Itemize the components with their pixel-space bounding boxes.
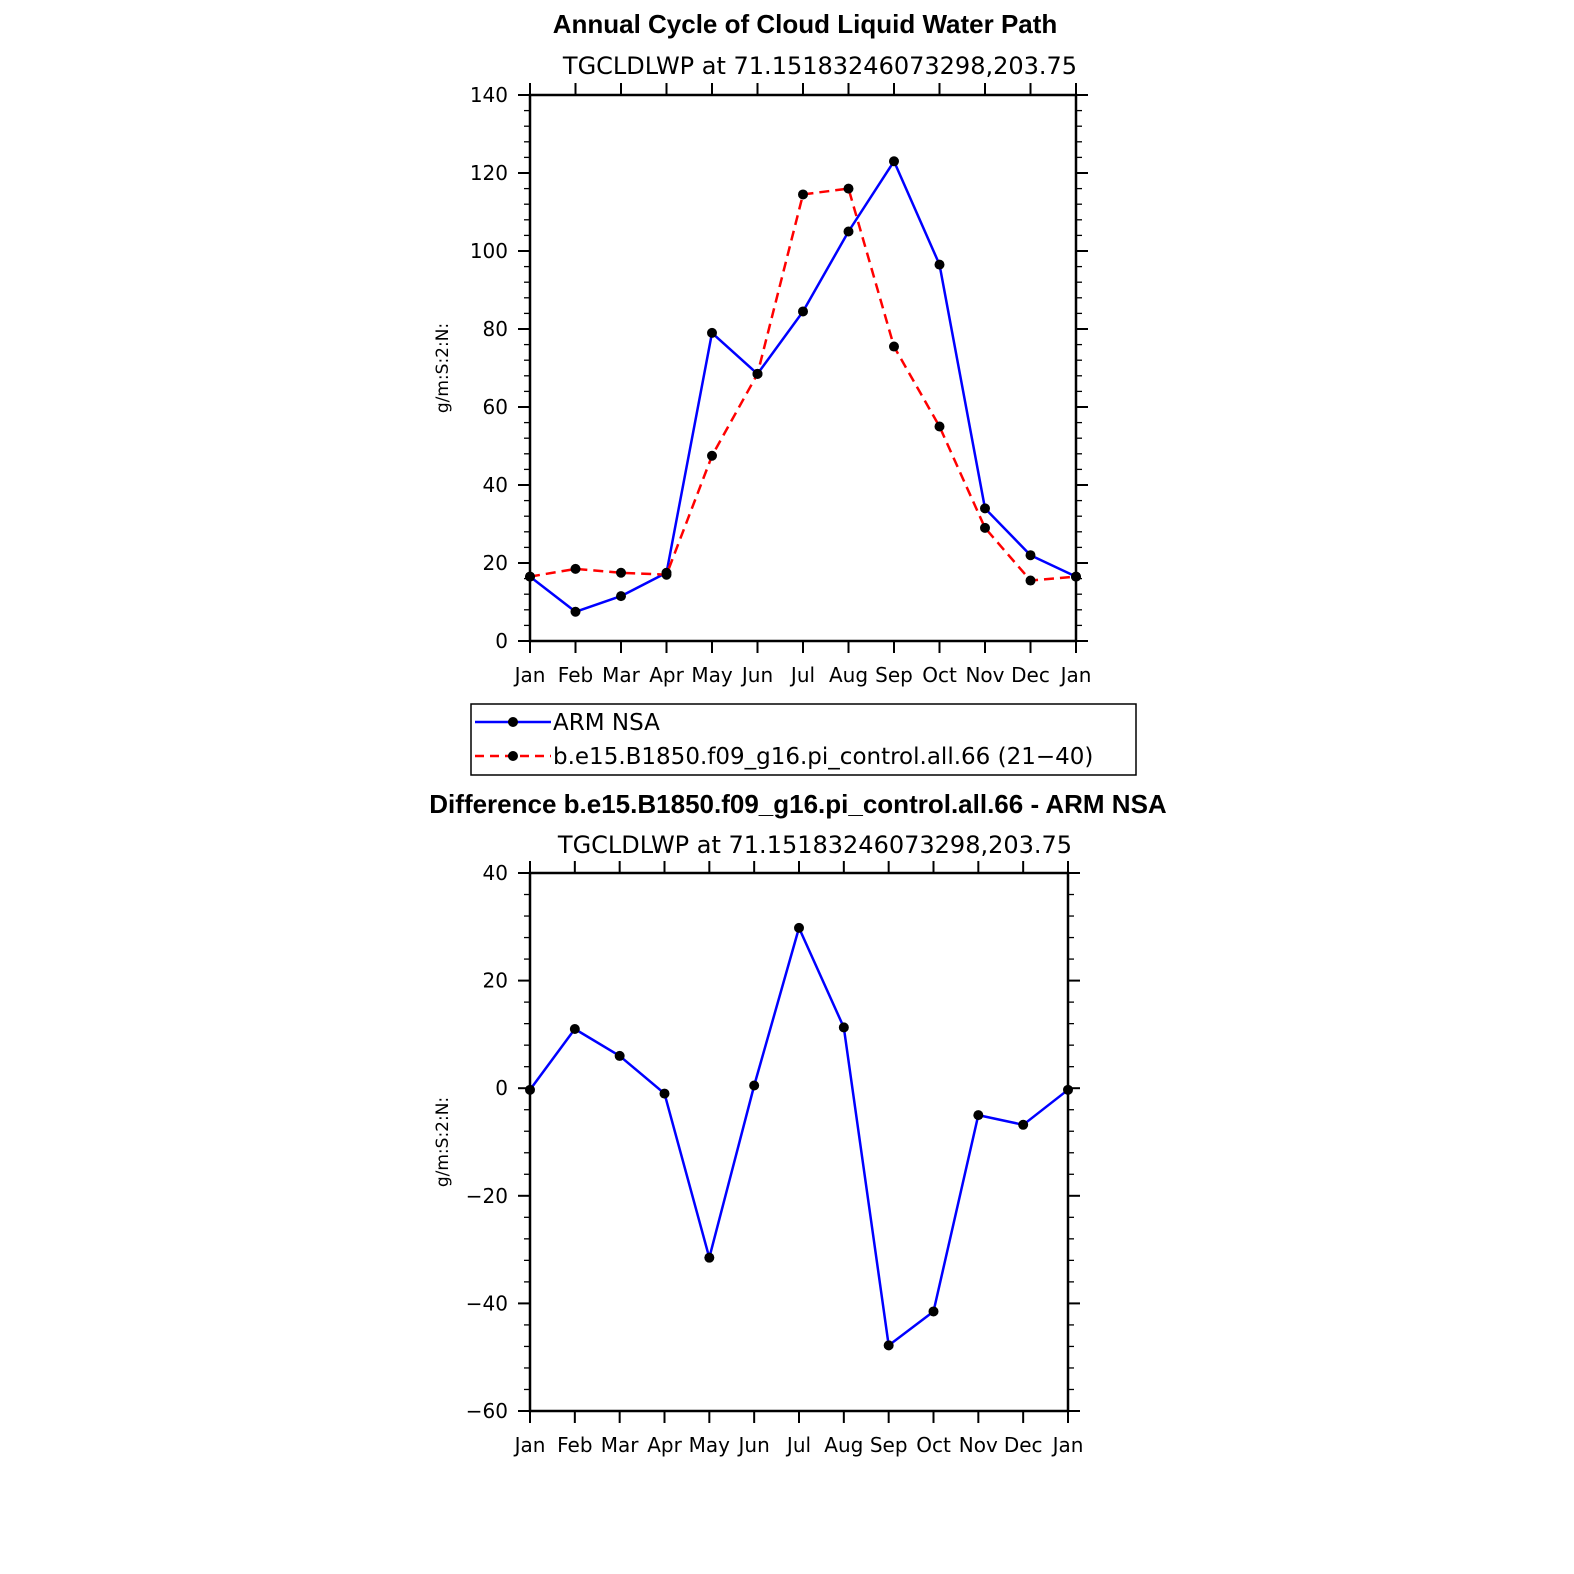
series-1-point [843,183,854,194]
x-tick-label: Apr [647,1433,682,1457]
x-tick-label: Jan [1059,663,1092,687]
series-0-point [934,259,945,270]
legend-marker-model [508,751,518,761]
x-tick-label: Oct [916,1433,951,1457]
x-tick-label: Dec [1011,663,1050,687]
y-axis-label: g/m:S:2:N: [433,1097,453,1187]
legend-label-arm-nsa: ARM NSA [553,710,660,736]
x-tick-label: Jun [737,1433,770,1457]
panel-title: Difference b.e15.B1850.f09_g16.pi_contro… [429,789,1167,819]
series-0-point [1063,1084,1073,1095]
series-0-point [980,503,990,514]
y-tick-label: 0 [495,1076,508,1100]
series-0-point [889,156,899,167]
x-tick-label: Aug [829,663,868,687]
series-0-point [616,591,626,602]
series-1-point [798,189,808,200]
x-tick-label: Nov [965,663,1004,687]
y-axis-label: g/m:S:2:N: [433,323,453,413]
y-tick-label: −40 [466,1291,508,1315]
y-tick-label: 60 [483,395,508,419]
x-tick-label: Jan [1051,1433,1084,1457]
panel-title: Annual Cycle of Cloud Liquid Water Path [553,9,1058,39]
x-tick-label: Apr [649,663,684,687]
series-0-point [1018,1119,1029,1130]
x-tick-label: Feb [557,1433,592,1457]
series-1-point [752,368,763,379]
series-1-point [616,567,626,578]
series-line-1 [529,187,1077,582]
annual-cycle-panel: Annual Cycle of Cloud Liquid Water Path … [433,9,1091,687]
series-1-point [707,450,717,461]
x-tick-label: Jul [785,1433,811,1457]
x-tick-label: Jun [740,663,773,687]
series-0-point [525,1084,535,1095]
y-tick-label: 20 [483,551,508,575]
x-tick-label: Sep [875,663,913,687]
legend: ARM NSA b.e15.B1850.f09_g16.pi_control.a… [470,703,1137,776]
series-1-point [1025,575,1036,586]
legend-marker-arm-nsa [508,717,518,727]
series-0-point [659,1088,670,1099]
series-0-point [614,1050,625,1061]
series-0-point [973,1110,984,1121]
x-tick-label: Sep [870,1433,908,1457]
x-tick-label: Mar [602,663,641,687]
difference-panel: Difference b.e15.B1850.f09_g16.pi_contro… [429,789,1167,1457]
series-0-point [707,327,717,338]
y-tick-label: 40 [483,473,508,497]
plot-frame [528,871,1070,1413]
x-tick-label: Nov [959,1433,998,1457]
legend-box [470,703,1137,776]
series-1-point [934,421,945,432]
x-tick-label: Jan [513,663,546,687]
series-0-point [1025,550,1036,561]
series-line-0 [529,160,1077,614]
series-0-point [798,306,808,317]
x-tick-label: May [691,663,733,687]
series-0-point [928,1306,939,1317]
x-tick-label: Jan [513,1433,546,1457]
legend-label-model: b.e15.B1850.f09_g16.pi_control.all.66 (2… [553,744,1093,770]
x-tick-label: Dec [1004,1433,1043,1457]
series-0-point [883,1340,894,1351]
x-tick-label: Mar [601,1433,640,1457]
x-tick-label: Feb [558,663,593,687]
y-tick-label: −20 [466,1184,508,1208]
series-0-point [749,1080,760,1091]
y-tick-label: 40 [483,861,508,885]
x-tick-label: May [689,1433,731,1457]
series-0-point [838,1022,849,1033]
series-0-point [569,1024,580,1035]
panel-subtitle: TGCLDLWP at 71.15183246073298,203.75 [557,831,1072,859]
y-tick-label: 100 [470,239,508,263]
series-1-point [1071,571,1081,582]
series-0-point [570,606,581,617]
y-tick-label: 20 [483,969,508,993]
series-0-point [704,1252,715,1263]
plot-frame [528,93,1078,643]
x-tick-label: Aug [824,1433,863,1457]
series-0-point [843,226,854,237]
series-1-point [889,341,899,352]
x-tick-label: Oct [922,663,957,687]
series-0-point [794,922,804,933]
series-line-0 [528,926,1069,1347]
series-1-point [525,571,535,582]
y-tick-label: 120 [470,161,508,185]
y-tick-label: 80 [483,317,508,341]
series-1-point [661,569,672,580]
y-tick-label: 0 [495,629,508,653]
series-1-point [980,522,990,533]
panel-subtitle: TGCLDLWP at 71.15183246073298,203.75 [562,52,1077,80]
y-tick-label: 140 [470,83,508,107]
x-tick-label: Jul [789,663,815,687]
y-tick-label: −60 [466,1399,508,1423]
series-1-point [570,563,581,574]
